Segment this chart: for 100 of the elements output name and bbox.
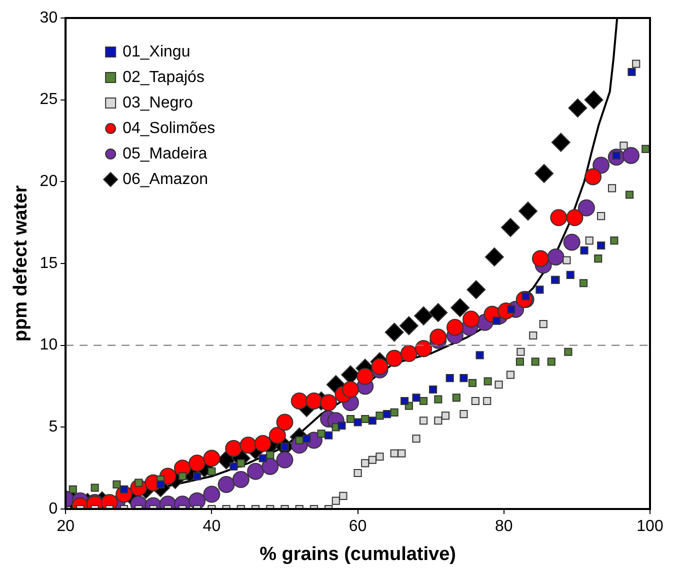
point [247, 462, 264, 480]
point [68, 485, 77, 494]
point [398, 449, 406, 458]
legend-label: 03_Negro [122, 94, 193, 112]
point [376, 412, 384, 420]
point [400, 396, 409, 406]
point [628, 68, 636, 76]
point [592, 156, 610, 174]
point [302, 434, 311, 443]
point [371, 358, 388, 376]
y-tick-label: 0 [48, 500, 58, 518]
point [597, 212, 606, 220]
y-tick-label: 25 [40, 91, 58, 108]
point [339, 492, 348, 500]
point [203, 450, 220, 467]
point [429, 385, 438, 394]
legend-label: 01_Xingu [122, 43, 190, 60]
y-tick-label: 30 [40, 9, 58, 26]
point [585, 236, 594, 245]
point [400, 345, 418, 362]
point [532, 250, 549, 268]
point [268, 426, 286, 444]
point [547, 358, 556, 366]
point [568, 98, 588, 118]
point [531, 358, 540, 366]
point [208, 467, 216, 476]
legend-label: 05_Madeira [122, 145, 208, 162]
point [346, 414, 355, 424]
point [584, 90, 604, 110]
point [597, 241, 606, 250]
point [547, 248, 564, 266]
point [564, 348, 572, 356]
point [551, 132, 570, 152]
point [484, 247, 504, 266]
point [483, 396, 492, 406]
point [232, 471, 250, 488]
legend-label: 06_Amazon [122, 170, 208, 188]
point [399, 316, 418, 336]
point [484, 377, 492, 386]
point [342, 381, 359, 398]
point [550, 209, 568, 226]
point [632, 60, 640, 68]
point [476, 351, 484, 360]
point [361, 459, 370, 468]
point [320, 394, 338, 412]
point [390, 408, 398, 416]
point [382, 410, 392, 418]
point [225, 440, 242, 457]
point [276, 414, 294, 431]
point [290, 392, 308, 410]
point [420, 416, 428, 425]
point [354, 468, 362, 478]
point [262, 458, 279, 475]
point [305, 392, 322, 410]
point [507, 305, 516, 314]
point [434, 395, 442, 404]
point [494, 380, 503, 389]
point [156, 480, 165, 488]
x-tick-label: 80 [495, 518, 513, 536]
point [518, 202, 538, 221]
point [566, 209, 584, 226]
point [134, 478, 143, 487]
point [240, 436, 257, 454]
point [368, 416, 376, 425]
point [468, 378, 477, 388]
point [516, 358, 524, 366]
point [203, 486, 220, 503]
point [642, 144, 650, 153]
legend-label: 04_Solimões [122, 120, 216, 137]
point [338, 421, 346, 430]
point [626, 190, 634, 199]
point [384, 322, 404, 342]
point [376, 452, 384, 461]
point [412, 434, 420, 443]
point [460, 374, 468, 382]
legend-label: 02_Tapajós [122, 68, 204, 86]
point [460, 410, 468, 418]
point [516, 348, 525, 356]
point [356, 368, 374, 385]
point [622, 146, 640, 164]
point [188, 454, 206, 472]
point [539, 320, 548, 328]
point [466, 280, 486, 300]
point [332, 496, 340, 505]
point [566, 270, 574, 279]
point [610, 236, 618, 245]
point [112, 480, 121, 488]
point [276, 451, 294, 468]
y-tick-label: 15 [40, 254, 58, 272]
point [258, 454, 267, 462]
point [324, 431, 333, 440]
point [368, 456, 376, 464]
point [584, 168, 602, 186]
point [462, 310, 480, 328]
point [492, 316, 501, 325]
point [178, 472, 187, 480]
point [428, 303, 448, 322]
y-tick-label: 10 [40, 336, 58, 354]
point [620, 142, 628, 150]
point [230, 462, 238, 470]
